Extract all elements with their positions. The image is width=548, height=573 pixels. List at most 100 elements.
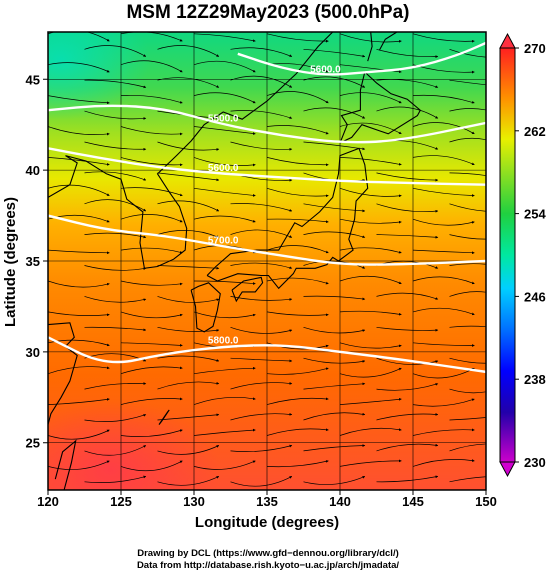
streamline xyxy=(230,382,293,390)
streamline xyxy=(412,249,475,255)
streamline xyxy=(230,357,293,363)
contour-label: 5800.0 xyxy=(208,335,239,346)
streamline xyxy=(120,187,183,197)
streamline xyxy=(449,108,486,112)
streamline xyxy=(84,110,147,120)
streamline xyxy=(376,234,439,239)
streamline xyxy=(303,231,366,239)
streamline xyxy=(84,79,147,89)
coastline-segment xyxy=(54,439,77,490)
streamline xyxy=(339,122,402,135)
streamline xyxy=(376,79,439,88)
streamline xyxy=(412,307,475,316)
streamline xyxy=(48,280,110,288)
coastline-segment xyxy=(206,147,369,290)
streamline xyxy=(48,460,110,470)
streamline xyxy=(412,276,475,285)
streamline xyxy=(449,48,486,58)
streamline xyxy=(339,275,402,285)
streamline xyxy=(449,443,486,452)
streamline xyxy=(193,366,256,375)
streamline xyxy=(84,414,147,422)
streamline xyxy=(339,310,402,316)
streamline xyxy=(376,357,439,365)
streamline xyxy=(303,48,366,58)
streamline xyxy=(449,325,486,328)
streamline xyxy=(230,75,293,88)
streamline xyxy=(84,141,147,151)
coastline-segment xyxy=(367,32,373,62)
streamline xyxy=(412,398,475,407)
y-axis-label: Latitude (degrees) xyxy=(2,197,19,327)
y-tick-label: 45 xyxy=(26,72,40,87)
streamline xyxy=(84,475,147,483)
contour-line xyxy=(48,214,486,266)
streamline xyxy=(303,141,366,151)
colorbar-tick-label: 230 xyxy=(524,455,546,470)
streamline xyxy=(120,397,183,405)
streamline xyxy=(120,247,183,254)
streamline xyxy=(303,476,366,485)
streamline xyxy=(48,62,110,73)
contour-label: 5500.0 xyxy=(208,114,239,125)
streamline xyxy=(230,326,293,334)
streamline xyxy=(230,229,293,238)
streamline xyxy=(120,94,183,104)
streamline xyxy=(157,200,220,212)
coastline-segment xyxy=(231,276,264,303)
streamline xyxy=(48,339,110,347)
grid xyxy=(48,32,486,490)
colorbar-tick-label: 238 xyxy=(524,372,546,387)
colorbar-tick-label: 262 xyxy=(524,124,546,139)
credit-drawing: Drawing by DCL (https://www.gfd−dennou.o… xyxy=(137,548,399,559)
streamline xyxy=(84,382,147,390)
streamline xyxy=(120,366,183,375)
streamline xyxy=(376,48,439,58)
streamline xyxy=(339,397,402,405)
coastline-segment xyxy=(158,409,170,425)
streamline xyxy=(157,326,220,332)
coastline-segment xyxy=(339,70,421,144)
streamline xyxy=(412,33,475,43)
x-tick-label: 130 xyxy=(183,494,205,509)
streamline xyxy=(412,187,475,197)
streamline xyxy=(48,126,110,136)
streamline xyxy=(376,413,439,421)
streamline xyxy=(266,460,329,468)
streamline xyxy=(449,234,486,240)
contour-line xyxy=(48,104,486,144)
credit-data: Data from http://database.rish.kyoto−u.a… xyxy=(137,560,399,571)
streamline xyxy=(376,475,439,483)
x-tick-label: 120 xyxy=(37,494,59,509)
streamline xyxy=(230,296,293,301)
streamline xyxy=(303,382,366,390)
streamline xyxy=(412,459,475,467)
streamline xyxy=(120,157,183,167)
streamline xyxy=(193,311,256,319)
streamline xyxy=(230,141,293,151)
streamline xyxy=(193,92,256,104)
streamline xyxy=(303,295,366,301)
streamline xyxy=(193,460,256,470)
streamline xyxy=(412,367,475,379)
streamline xyxy=(376,443,439,452)
streamline xyxy=(266,91,329,104)
streamline xyxy=(266,367,329,375)
streamline xyxy=(230,110,293,119)
contour-line xyxy=(48,147,486,186)
streamline xyxy=(48,157,110,166)
chart-title: MSM 12Z29May2023 (500.0hPa) xyxy=(126,2,409,23)
streamline xyxy=(339,92,402,104)
streamline xyxy=(230,262,293,270)
streamline xyxy=(266,311,329,317)
streamline xyxy=(412,94,475,104)
streamline xyxy=(120,280,183,286)
streamline xyxy=(303,326,366,334)
streamline xyxy=(84,265,147,271)
colorbar-tick-label: 254 xyxy=(524,207,546,222)
coastline-segment xyxy=(190,282,221,333)
streamline xyxy=(412,428,475,436)
streamline xyxy=(449,476,486,483)
coastline-segment xyxy=(48,322,78,425)
